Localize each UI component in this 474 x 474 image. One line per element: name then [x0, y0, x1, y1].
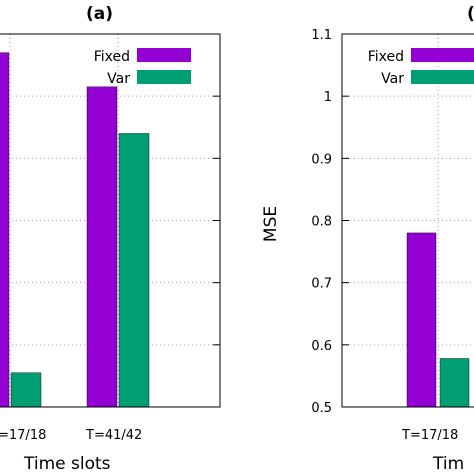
- x-tick-label: =17/18: [0, 428, 46, 443]
- plot-frame-a: [0, 33, 221, 408]
- legend-label-fixed: Fixed: [94, 49, 130, 65]
- legend-swatch-fixed: [137, 48, 191, 62]
- bar-fixed-1: [86, 86, 118, 408]
- y-tick-label: 1: [324, 90, 332, 105]
- y-tick-label: 0.5: [311, 401, 332, 416]
- chart-panel-b: 0.5 0.6 0.7 0.8 0.9 1 1.1 T=17/18 MSE Tim ( Fi…: [261, 4, 474, 474]
- bar-fixed-0: [406, 232, 437, 408]
- bar-var-1: [118, 133, 150, 408]
- legend-label-fixed: Fixed: [368, 49, 404, 65]
- panel-label-a: (a): [86, 4, 113, 24]
- x-axis-label-a: Time slots: [23, 454, 111, 474]
- y-tick-label: 0.9: [311, 152, 332, 167]
- x-tick-label: T=41/42: [85, 428, 142, 443]
- x-tick-labels-b: T=17/18: [401, 428, 458, 443]
- y-tick-label: 1.1: [311, 28, 332, 43]
- legend-swatch-var: [411, 70, 474, 84]
- bars-b: [406, 232, 470, 408]
- legend-swatch-fixed: [411, 48, 474, 62]
- y-tick-label: 0.6: [311, 339, 332, 354]
- y-tick-labels-b: 0.5 0.6 0.7 0.8 0.9 1 1.1: [311, 28, 332, 416]
- bar-var-0: [439, 358, 470, 408]
- panel-label-b: (: [467, 4, 474, 24]
- plot-frame-b: [341, 33, 474, 408]
- legend-swatch-var: [137, 70, 191, 84]
- x-tick-labels-a: =17/18 T=41/42: [0, 428, 142, 443]
- y-axis-label-b: MSE: [261, 206, 281, 242]
- bar-var-0: [10, 372, 42, 408]
- legend-a: Fixed Var: [94, 48, 191, 87]
- legend-label-var: Var: [107, 71, 130, 87]
- y-tick-label: 0.7: [311, 277, 332, 292]
- x-axis-label-b: Tim: [432, 454, 464, 474]
- y-tick-label: 0.8: [311, 215, 332, 230]
- chart-panel-a: =17/18 T=41/42 Time slots (a) Fixed Var: [0, 4, 221, 474]
- legend-b: Fixed Var: [368, 48, 474, 87]
- x-tick-label: T=17/18: [401, 428, 458, 443]
- grid-b: [342, 33, 474, 408]
- legend-label-var: Var: [381, 71, 404, 87]
- bars-a: [0, 52, 150, 408]
- bar-fixed-0: [0, 52, 10, 408]
